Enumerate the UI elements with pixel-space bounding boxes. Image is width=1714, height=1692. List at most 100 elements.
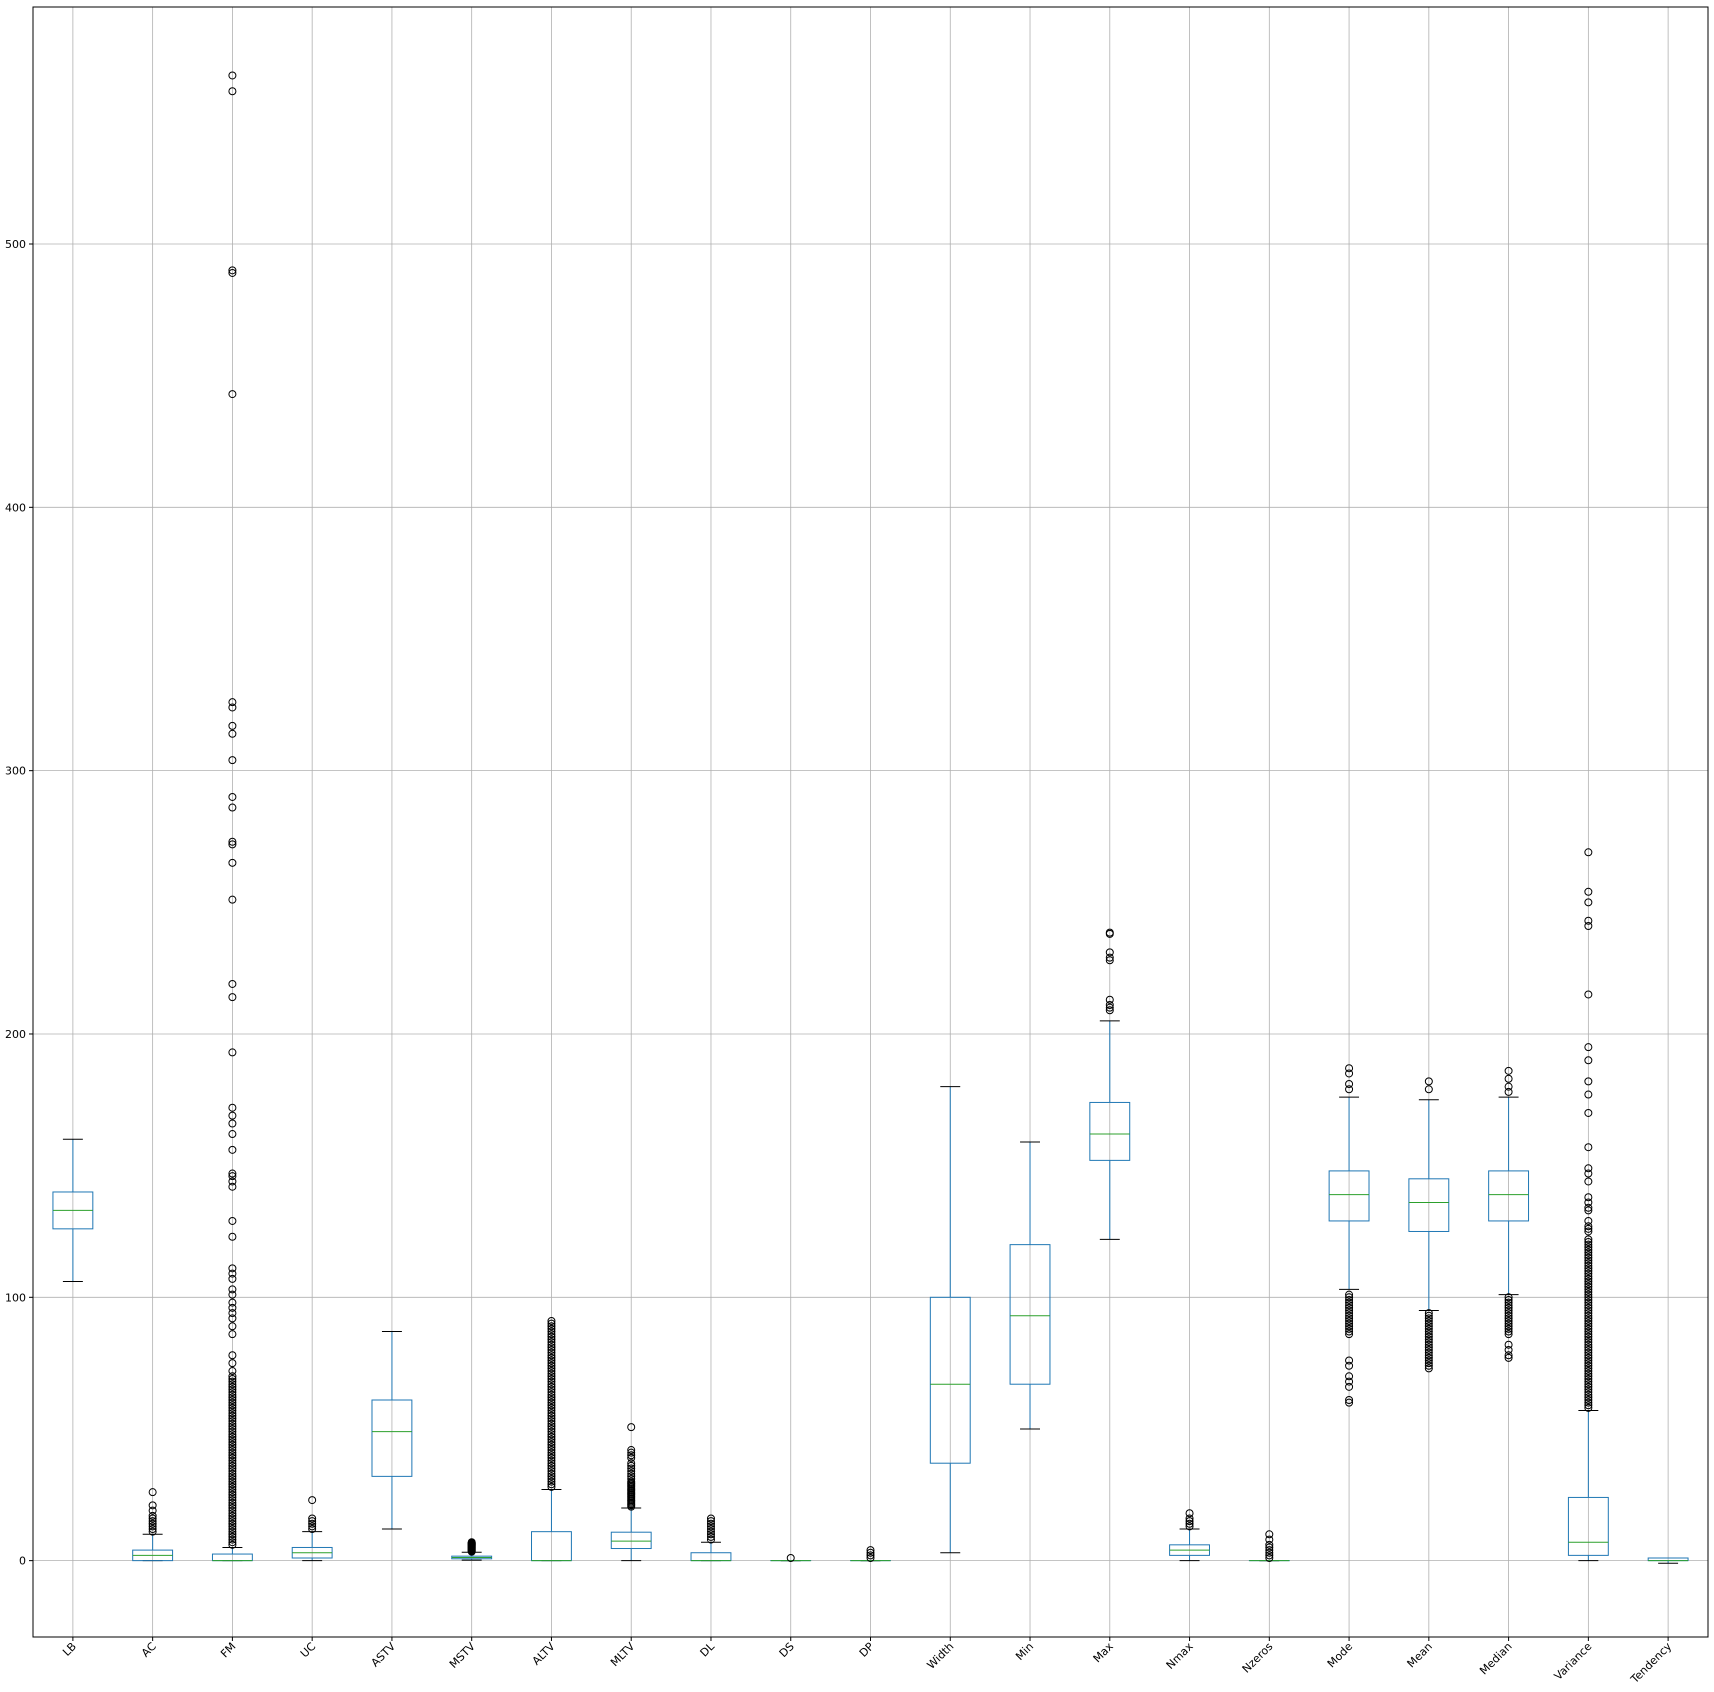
outlier-point	[547, 1367, 556, 1376]
box-astv	[371, 1331, 413, 1530]
grid-lines	[33, 7, 1708, 1637]
outlier-point	[706, 1514, 715, 1523]
outlier-point	[1185, 1519, 1194, 1528]
box-min	[1009, 1141, 1051, 1430]
outlier-point	[1584, 990, 1593, 999]
outlier-point	[1504, 1301, 1513, 1310]
outlier-point	[228, 1182, 237, 1191]
outlier-point	[228, 1103, 237, 1112]
outlier-point	[1504, 1330, 1513, 1339]
outlier-point	[228, 792, 237, 801]
outlier-point	[1504, 1351, 1513, 1360]
outlier-point	[1265, 1543, 1274, 1552]
outlier-point	[547, 1330, 556, 1339]
outlier-point	[1584, 1240, 1593, 1249]
outlier-point	[1584, 1359, 1593, 1368]
outlier-point	[228, 1477, 237, 1486]
outlier-point	[866, 1551, 875, 1560]
outlier-point	[228, 1372, 237, 1381]
outlier-point	[1584, 1256, 1593, 1265]
outlier-point	[1345, 1377, 1354, 1386]
box-mltv	[610, 1423, 652, 1562]
outlier-point	[1584, 1295, 1593, 1304]
outlier-point	[547, 1398, 556, 1407]
box-iqr	[1567, 1496, 1609, 1556]
outlier-point	[228, 1482, 237, 1491]
outlier-point	[148, 1488, 157, 1497]
outlier-point	[1584, 1245, 1593, 1254]
outlier-point	[547, 1432, 556, 1441]
outlier-point	[1345, 1382, 1354, 1391]
outlier-point	[1584, 1243, 1593, 1252]
outlier-point	[228, 1398, 237, 1407]
outlier-point	[1105, 948, 1114, 957]
outlier-point	[1424, 1077, 1433, 1086]
outlier-point	[1584, 1374, 1593, 1383]
outlier-point	[1584, 1324, 1593, 1333]
box-iqr	[1009, 1244, 1051, 1385]
outlier-point	[1345, 1324, 1354, 1333]
outlier-point	[1584, 1314, 1593, 1323]
outlier-point	[547, 1422, 556, 1431]
outlier-point	[1504, 1324, 1513, 1333]
outlier-point	[228, 1464, 237, 1473]
outlier-point	[547, 1332, 556, 1341]
outlier-point	[1265, 1540, 1274, 1549]
outlier-point	[228, 1303, 237, 1312]
outlier-point	[1584, 1319, 1593, 1328]
outlier-point	[1584, 1282, 1593, 1291]
outlier-point	[1584, 1227, 1593, 1236]
box-dp	[850, 1546, 891, 1563]
outlier-point	[1504, 1082, 1513, 1091]
outlier-point	[228, 1469, 237, 1478]
outlier-point	[228, 1422, 237, 1431]
outlier-point	[1424, 1335, 1433, 1344]
outlier-point	[228, 1456, 237, 1465]
outlier-point	[228, 1119, 237, 1128]
outlier-point	[1265, 1554, 1274, 1563]
outlier-point	[1424, 1348, 1433, 1357]
outlier-point	[228, 1298, 237, 1307]
outlier-point	[228, 1403, 237, 1412]
outlier-point	[228, 1448, 237, 1457]
outlier-point	[1584, 1269, 1593, 1278]
outlier-point	[547, 1461, 556, 1470]
y-tick-label: 300	[5, 765, 26, 778]
outlier-point	[1504, 1319, 1513, 1328]
outlier-point	[228, 1496, 237, 1505]
outlier-point	[1265, 1535, 1274, 1544]
outlier-point	[1265, 1530, 1274, 1539]
outlier-point	[547, 1443, 556, 1452]
outlier-point	[627, 1467, 636, 1476]
outlier-point	[228, 1506, 237, 1515]
outlier-point	[547, 1380, 556, 1389]
outlier-point	[228, 1453, 237, 1462]
outlier-point	[547, 1338, 556, 1347]
outlier-point	[547, 1424, 556, 1433]
outlier-point	[547, 1472, 556, 1481]
outlier-point	[228, 1475, 237, 1484]
outlier-point	[1584, 1248, 1593, 1257]
outlier-point	[1584, 1385, 1593, 1394]
box-median	[1488, 1066, 1530, 1362]
outlier-point	[547, 1317, 556, 1326]
outlier-point	[1584, 1356, 1593, 1365]
outlier-point	[228, 1446, 237, 1455]
outlier-point	[1584, 1288, 1593, 1297]
outlier-point	[228, 1177, 237, 1186]
outlier-point	[228, 895, 237, 904]
box-uc	[291, 1496, 333, 1562]
box-lb	[52, 1138, 94, 1283]
outlier-point	[1424, 1338, 1433, 1347]
box-series	[52, 71, 1689, 1564]
box-iqr	[610, 1531, 652, 1550]
outlier-point	[228, 1451, 237, 1460]
outlier-point	[1345, 1322, 1354, 1331]
outlier-point	[228, 1501, 237, 1510]
box-nzeros	[1248, 1530, 1290, 1563]
outlier-point	[228, 1519, 237, 1528]
outlier-point	[1265, 1551, 1274, 1560]
outlier-point	[148, 1511, 157, 1520]
outlier-point	[1584, 1043, 1593, 1052]
outlier-point	[1584, 1338, 1593, 1347]
